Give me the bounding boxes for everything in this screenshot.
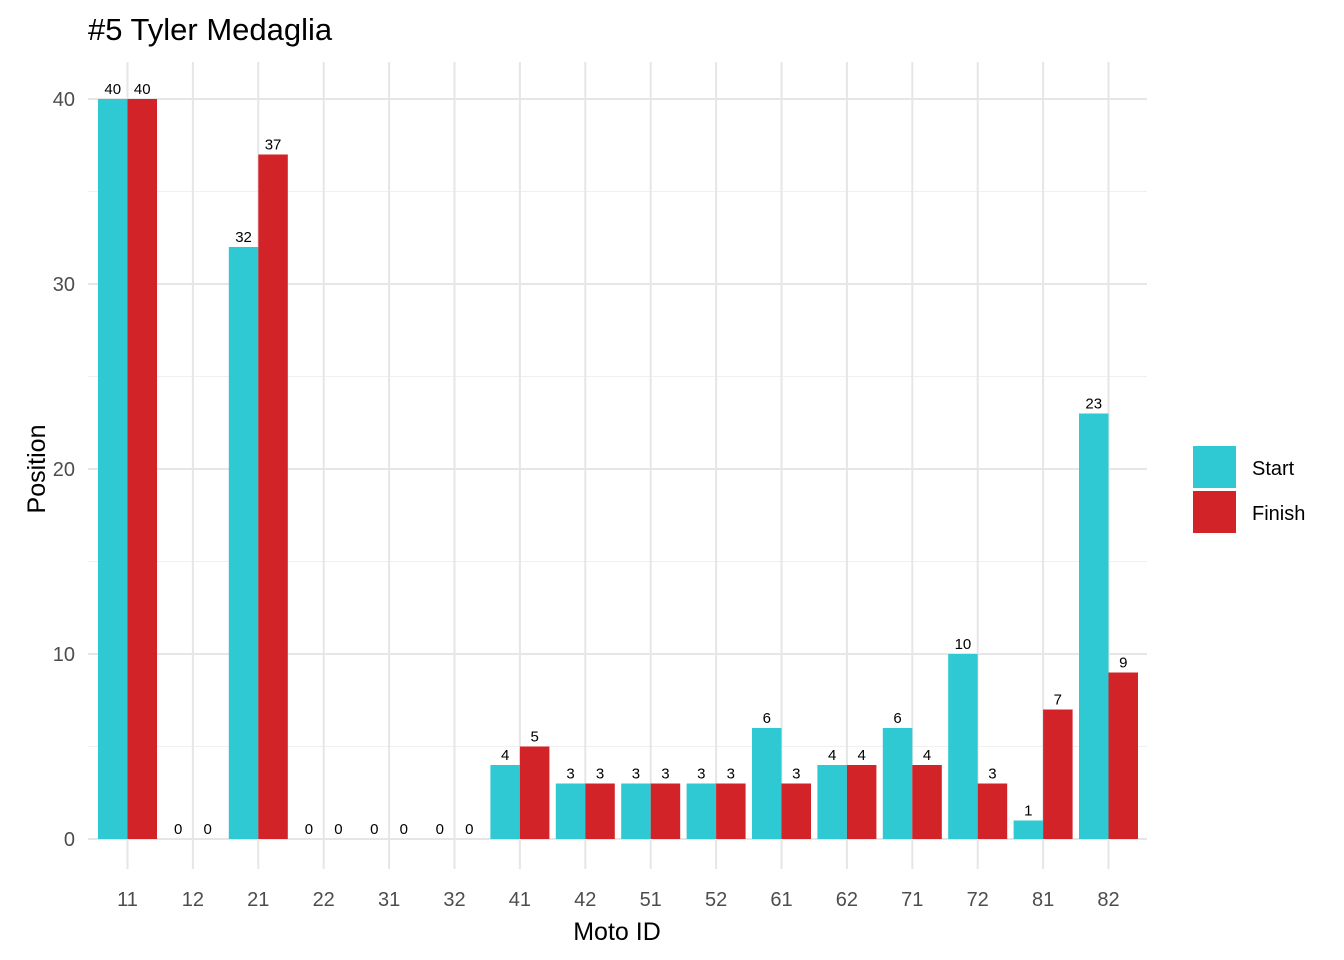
data-label: 3 [596,766,604,783]
y-tick-label: 30 [53,274,75,296]
x-tick-label: 71 [901,889,923,911]
bar-finish [258,154,288,839]
x-tick-label: 42 [574,889,596,911]
x-tick-label: 21 [247,889,269,911]
legend-label-finish: Finish [1252,503,1305,525]
legend: Start Finish [1193,446,1305,533]
x-tick-label: 52 [705,889,727,911]
x-tick-label: 22 [313,889,335,911]
data-label: 4 [501,747,509,764]
bar-start [555,783,586,839]
data-label: 0 [203,821,211,838]
data-label: 10 [955,636,972,653]
bar-start [752,728,782,839]
x-tick-label: 72 [967,889,989,911]
bar-start [817,765,847,839]
data-label: 4 [857,747,865,764]
data-label: 3 [727,766,735,783]
data-label: 3 [566,766,574,783]
x-tick-label: 81 [1032,889,1054,911]
data-label: 4 [923,747,931,764]
y-tick-label: 40 [53,89,75,111]
bar-start [1079,413,1109,839]
bar-finish [519,746,550,839]
bar-finish [585,783,615,839]
data-label: 40 [134,81,151,98]
data-label: 3 [632,766,640,783]
y-axis-ticks: 0 10 20 30 40 [53,89,75,851]
data-label: 4 [828,747,836,764]
x-tick-label: 12 [182,889,204,911]
legend-label-start: Start [1252,458,1295,480]
bar-finish [912,765,942,839]
data-label: 1 [1024,803,1032,820]
x-axis-title: Moto ID [573,918,661,946]
data-label: 3 [792,766,800,783]
bar-start [490,765,520,839]
bar-finish [1043,709,1073,839]
bar-finish [977,783,1008,839]
bar-start [948,654,978,839]
x-tick-label: 62 [836,889,858,911]
bar-start [98,99,128,839]
x-tick-label: 32 [443,889,465,911]
data-label: 7 [1054,692,1062,709]
bar-start [1013,820,1044,839]
data-label: 0 [400,821,408,838]
x-axis-ticks: 11 12 21 22 31 32 41 42 51 52 61 62 71 72 81 82 [117,889,1120,911]
data-label: 3 [697,766,705,783]
y-axis-title: Position [23,425,51,514]
data-label: 40 [104,81,121,98]
chart-title: #5 Tyler Medaglia [88,12,333,47]
data-label: 0 [305,821,313,838]
data-label: 3 [988,766,996,783]
data-label: 0 [334,821,342,838]
data-label: 9 [1119,655,1127,672]
data-label: 0 [465,821,473,838]
x-tick-label: 51 [640,889,662,911]
x-tick-label: 61 [770,889,792,911]
data-label: 6 [763,710,771,727]
y-tick-label: 10 [53,644,75,666]
data-label: 0 [370,821,378,838]
data-label: 0 [174,821,182,838]
x-tick-label: 82 [1097,889,1119,911]
x-tick-label: 41 [509,889,531,911]
bar-finish [650,783,681,839]
bar-start [621,783,651,839]
x-tick-label: 31 [378,889,400,911]
bar-finish [1108,672,1138,839]
bar-finish [781,783,811,839]
bar-start [228,247,259,839]
data-label: 32 [235,229,252,246]
bar-start [686,783,717,839]
data-label: 37 [265,137,282,154]
bar-finish [127,99,157,839]
bar-start [882,728,913,839]
bar-finish [846,765,877,839]
legend-key-start [1193,446,1236,488]
bar-finish [716,783,746,839]
legend-key-finish [1193,491,1236,533]
data-label: 5 [530,729,538,746]
data-label: 6 [893,710,901,727]
data-label: 3 [661,766,669,783]
y-tick-label: 20 [53,459,75,481]
y-tick-label: 0 [64,829,75,851]
x-tick-label: 11 [117,889,138,911]
data-label: 23 [1085,396,1102,413]
bars [98,99,1138,839]
data-label: 0 [436,821,444,838]
